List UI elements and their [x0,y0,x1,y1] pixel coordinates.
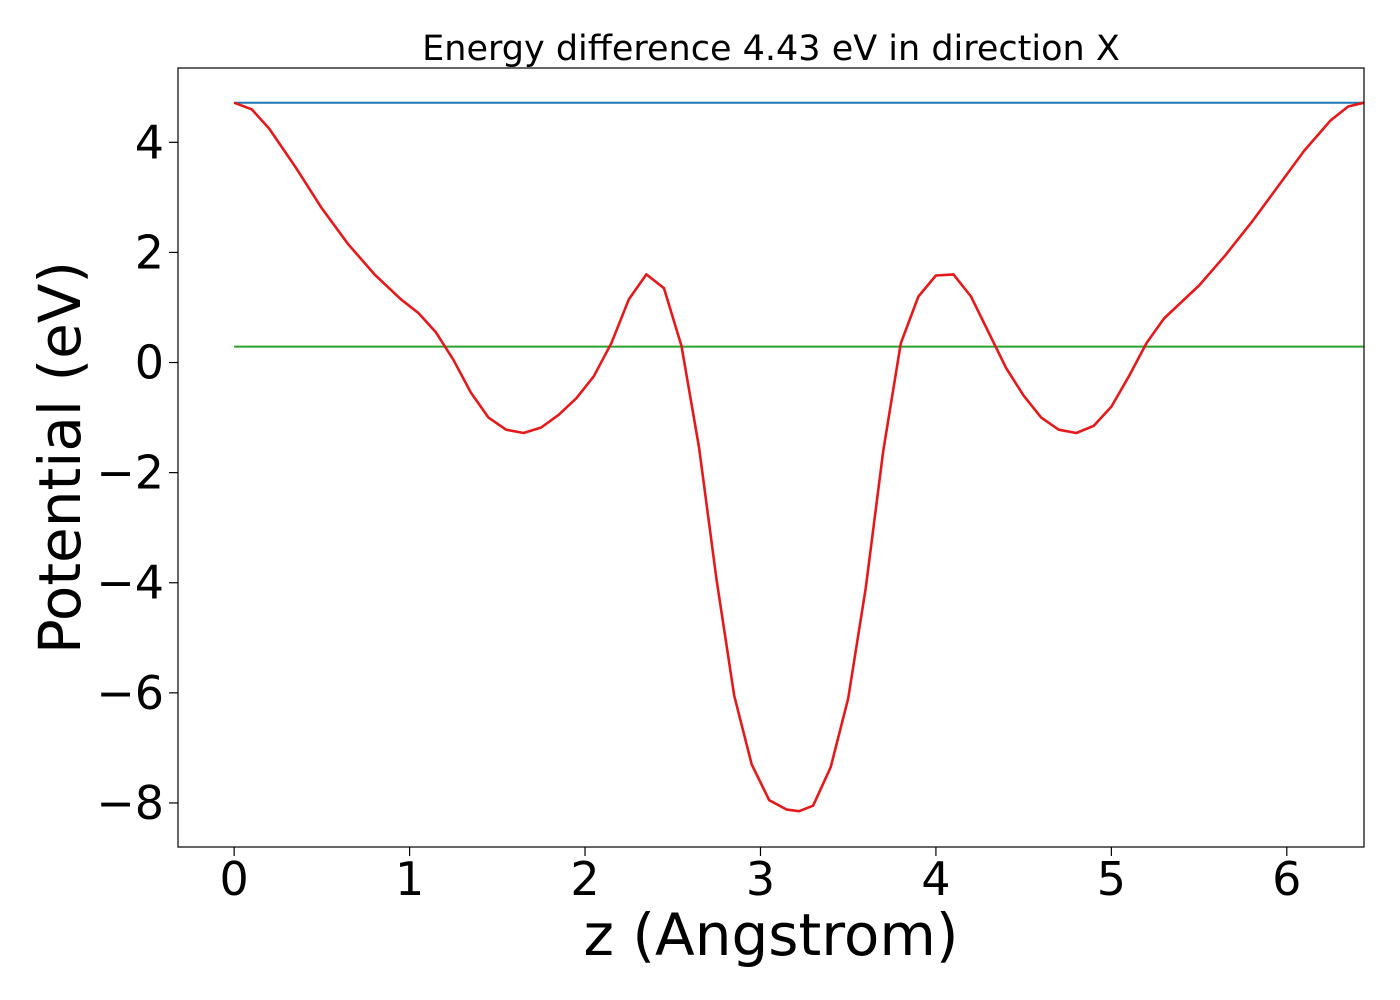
x-axis-ticks: 0 1 2 3 4 5 6 [220,847,1301,906]
y-tick-label: 0 [135,336,164,390]
y-tick-label: −2 [96,446,164,500]
x-tick-label: 4 [921,852,950,906]
x-tick-label: 0 [220,852,249,906]
x-tick-label: 1 [395,852,424,906]
y-tick-label: 4 [135,115,164,169]
y-tick-label: −6 [96,666,164,720]
y-axis-label: Potential (eV) [26,261,94,654]
x-tick-label: 3 [746,852,775,906]
x-tick-label: 5 [1097,852,1126,906]
plot-frame [177,67,1365,848]
y-tick-label: −4 [96,556,164,610]
x-axis-label: z (Angstrom) [584,901,959,969]
series-line-2 [233,101,1365,813]
chart-title: Energy difference 4.43 eV in direction X [422,29,1120,69]
plot-lines [233,101,1365,813]
x-tick-label: 2 [570,852,599,906]
y-tick-label: −8 [96,776,164,830]
y-axis-ticks: 4 2 0 −2 −4 −6 −8 [96,115,178,830]
x-tick-label: 6 [1272,852,1301,906]
y-tick-label: 2 [135,225,164,279]
